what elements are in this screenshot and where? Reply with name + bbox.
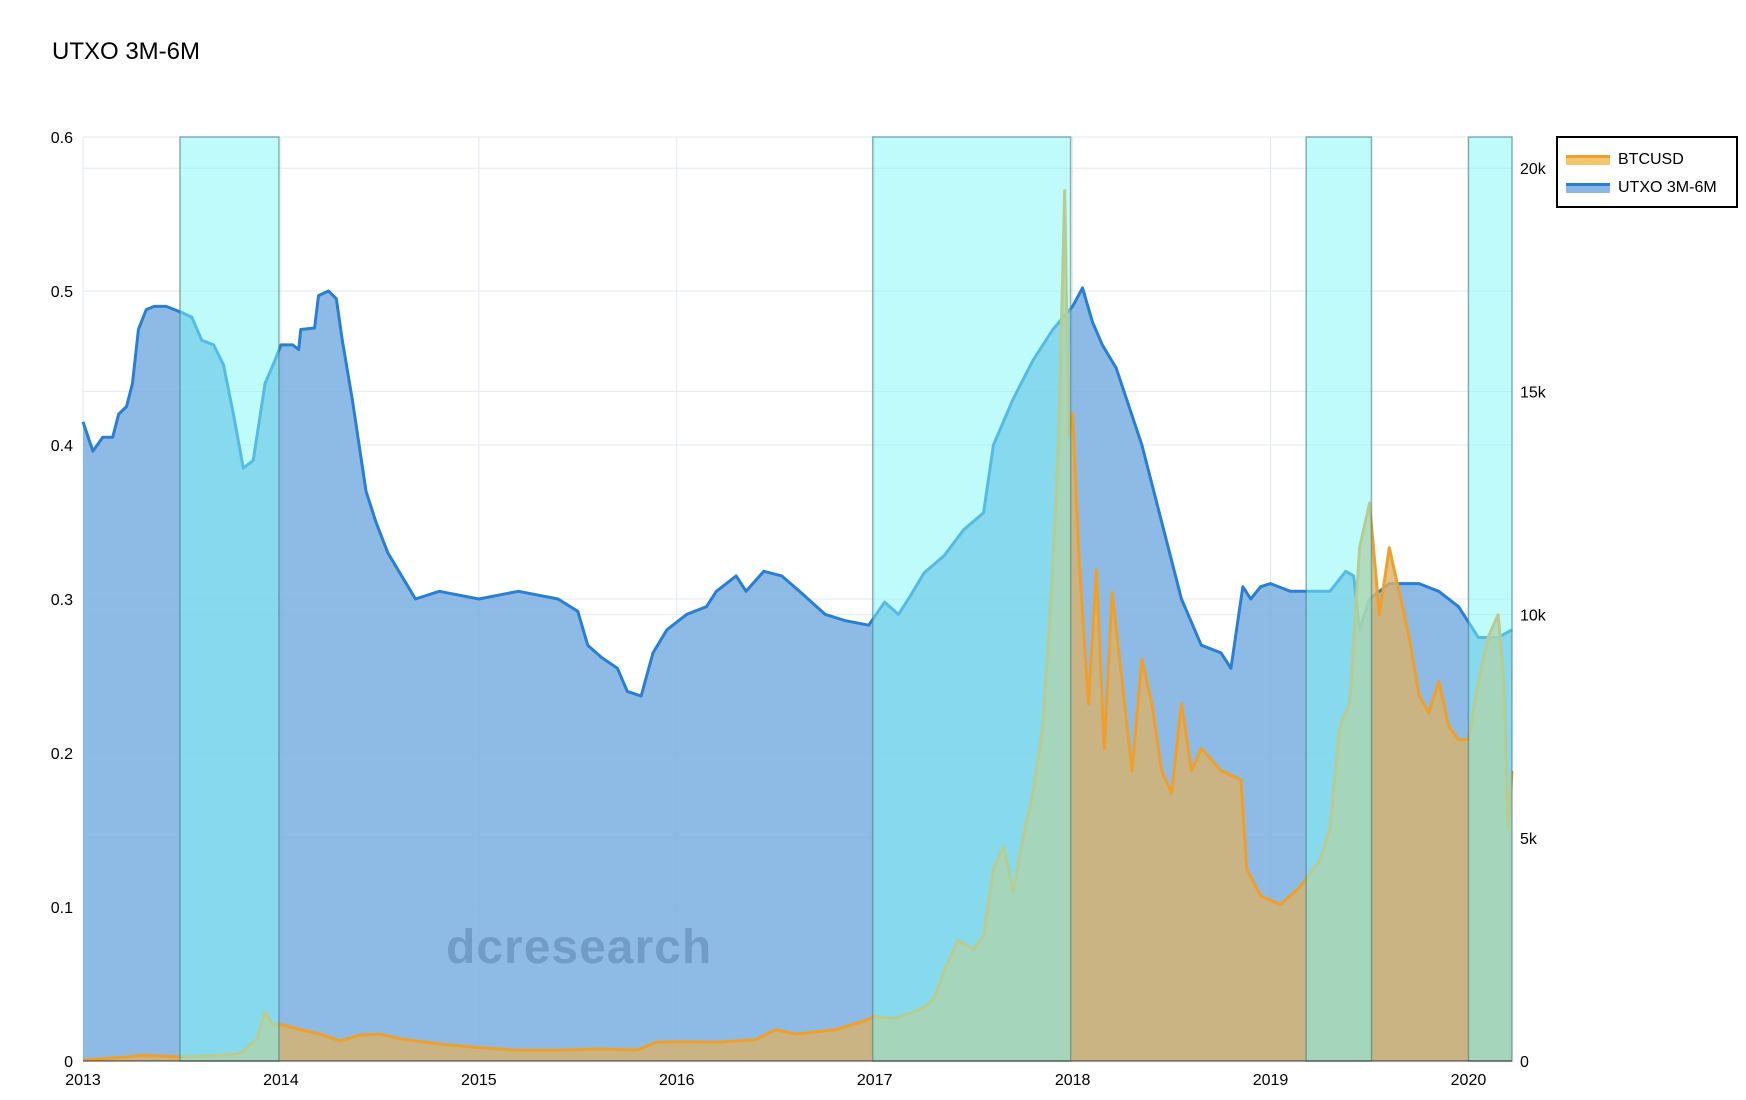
y-left-tick: 0.6	[51, 130, 73, 147]
legend-swatch-btcusd	[1566, 155, 1610, 165]
y-left-tick: 0.2	[51, 746, 73, 763]
x-tick-label: 2020	[1451, 1072, 1487, 1089]
legend[interactable]: BTCUSD UTXO 3M-6M	[1556, 136, 1738, 208]
legend-item-btcusd[interactable]: BTCUSD	[1558, 147, 1684, 173]
legend-label-utxo: UTXO 3M-6M	[1618, 179, 1717, 196]
x-tick-label: 2015	[461, 1072, 497, 1089]
watermark-text: dcresearch	[446, 921, 713, 974]
x-tick: 2017	[857, 1072, 893, 1089]
highlight-region	[179, 136, 280, 1062]
y-right-tick-label: 0	[1520, 1054, 1529, 1071]
y-left-tick: 0.1	[51, 900, 73, 917]
x-tick: 2015	[461, 1072, 497, 1089]
x-tick-label: 2013	[65, 1072, 101, 1089]
y-left-tick: 0.3	[51, 592, 73, 609]
legend-swatch-utxo	[1566, 183, 1610, 193]
x-tick: 2013	[65, 1072, 101, 1089]
chart-title: UTXO 3M-6M	[52, 38, 201, 65]
y-left-tick-label: 0.5	[51, 284, 73, 301]
legend-line-utxo	[1566, 183, 1610, 186]
x-tick-label: 2019	[1253, 1072, 1289, 1089]
x-tick: 2020	[1451, 1072, 1487, 1089]
legend-line-btcusd	[1566, 155, 1610, 158]
y-left-tick: 0.4	[51, 438, 73, 455]
x-tick: 2018	[1055, 1072, 1091, 1089]
highlight-region	[1305, 136, 1373, 1062]
x-tick-label: 2016	[659, 1072, 695, 1089]
y-right-tick-label: 20k	[1520, 161, 1547, 178]
x-tick-label: 2017	[857, 1072, 893, 1089]
x-tick-label: 2018	[1055, 1072, 1091, 1089]
highlight-region	[1467, 136, 1513, 1062]
x-tick: 2019	[1253, 1072, 1289, 1089]
y-right-tick: 15k	[1520, 384, 1547, 401]
y-right-tick: 20k	[1520, 161, 1547, 178]
legend-label-btcusd: BTCUSD	[1618, 151, 1684, 168]
btcusd-area	[83, 190, 1512, 1062]
x-tick: 2016	[659, 1072, 695, 1089]
y-right-tick-label: 5k	[1520, 831, 1538, 848]
y-left-tick-label: 0.3	[51, 592, 73, 609]
y-left-tick-label: 0.4	[51, 438, 73, 455]
y-right-tick: 5k	[1520, 831, 1538, 848]
y-right-tick: 10k	[1520, 608, 1547, 625]
y-right-tick-label: 15k	[1520, 384, 1547, 401]
y-left-tick: 0	[64, 1054, 73, 1071]
y-left-tick-label: 0	[64, 1054, 73, 1071]
axes: 2013 2014 2015 2016 2017 2018 2019 2020 0 0.1 0.2 0…	[51, 130, 1547, 1089]
x-tick-label: 2014	[263, 1072, 299, 1089]
y-left-tick: 0.5	[51, 284, 73, 301]
highlight-region	[871, 136, 1072, 1062]
y-left-tick-label: 0.6	[51, 130, 73, 147]
y-left-tick-label: 0.2	[51, 746, 73, 763]
y-left-tick-label: 0.1	[51, 900, 73, 917]
highlight-regions	[179, 136, 1513, 1062]
y-right-tick-label: 10k	[1520, 608, 1547, 625]
x-tick: 2014	[263, 1072, 299, 1089]
legend-item-utxo[interactable]: UTXO 3M-6M	[1558, 175, 1717, 201]
y-right-tick: 0	[1520, 1054, 1529, 1071]
